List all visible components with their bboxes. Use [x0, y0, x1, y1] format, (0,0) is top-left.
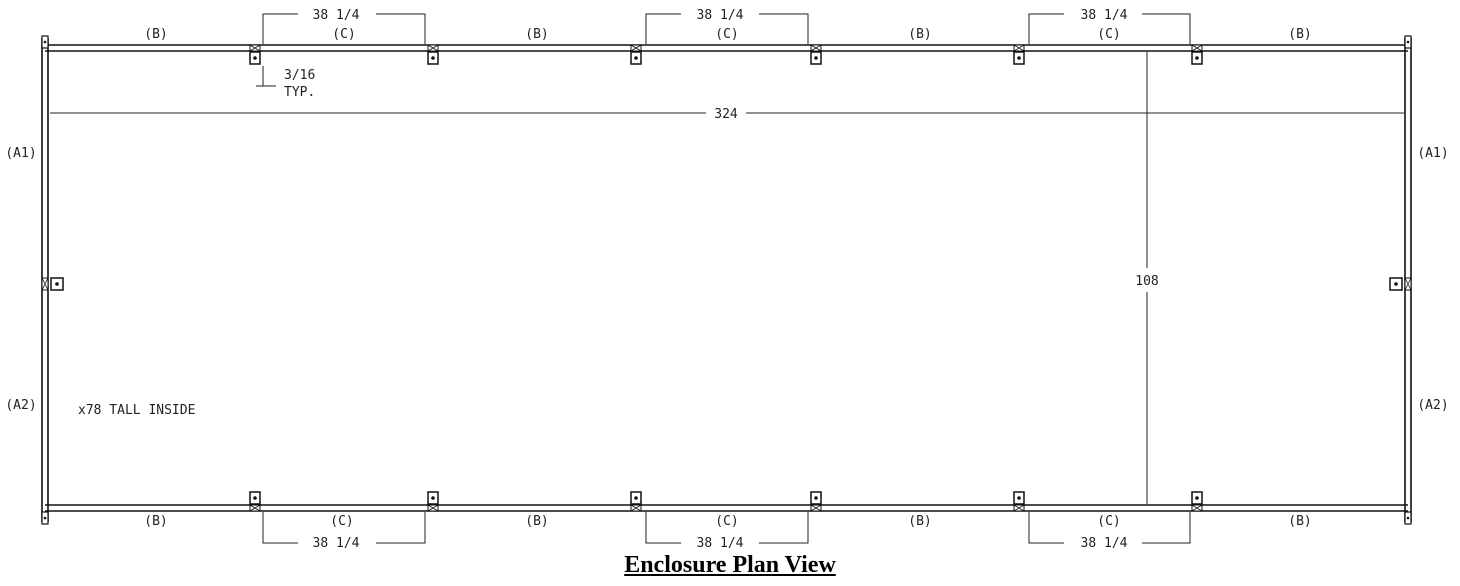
- panel-joint: [427, 504, 439, 512]
- width-dimension: 108: [1135, 52, 1159, 504]
- bracket: [427, 51, 439, 65]
- drawing-title: Enclosure Plan View: [624, 552, 836, 578]
- c-panel-dimensions: 38 1/4 38 1/4 38 1/4 38 1/4 38 1/4 38 1/…: [262, 8, 1191, 551]
- overall-length-dim: 324: [714, 107, 738, 122]
- panel-label-b: (B): [1288, 514, 1311, 529]
- panel-joint: [41, 277, 49, 291]
- bracket: [1013, 51, 1025, 65]
- height-note: x78 TALL INSIDE: [78, 403, 195, 418]
- panel-joint: [630, 44, 642, 52]
- panel-joint: [810, 44, 822, 52]
- c-width-dim-bottom-1: 38 1/4: [313, 536, 360, 551]
- bracket: [1191, 51, 1203, 65]
- panel-joint: [1191, 44, 1203, 52]
- bracket: [810, 491, 822, 505]
- corner-cap: [41, 35, 49, 49]
- panel-label-b: (B): [908, 514, 931, 529]
- thickness-callout: 3/16 TYP.: [256, 66, 315, 100]
- panel-labels-top: (B) (C) (B) (C) (B) (C) (B): [144, 27, 1311, 42]
- c-width-dim-top-1: 38 1/4: [313, 8, 360, 23]
- bracket: [810, 51, 822, 65]
- overall-width-dim: 108: [1135, 274, 1158, 289]
- panel-joint: [810, 504, 822, 512]
- thickness-typ-note: TYP.: [284, 85, 315, 100]
- panel-label-c: (C): [1097, 514, 1120, 529]
- c-width-dim-bottom-3: 38 1/4: [1081, 536, 1128, 551]
- panel-label-a1-left: (A1): [5, 146, 36, 161]
- bracket-group: [41, 35, 1412, 525]
- bracket: [1191, 491, 1203, 505]
- panel-joint: [1013, 504, 1025, 512]
- bracket: [630, 491, 642, 505]
- panel-label-c: (C): [332, 27, 355, 42]
- c-width-dim-bottom-2: 38 1/4: [697, 536, 744, 551]
- panel-joint: [249, 504, 261, 512]
- bracket: [1013, 491, 1025, 505]
- panel-joint: [1404, 277, 1412, 291]
- panel-label-b: (B): [908, 27, 931, 42]
- c-width-dim-top-2: 38 1/4: [697, 8, 744, 23]
- length-dimension: 324: [50, 107, 1404, 122]
- panel-label-b: (B): [525, 27, 548, 42]
- thickness-dim: 3/16: [284, 68, 315, 83]
- panel-joint: [1191, 504, 1203, 512]
- panel-label-b: (B): [144, 27, 167, 42]
- panel-label-a1-right: (A1): [1417, 146, 1448, 161]
- bracket: [630, 51, 642, 65]
- panel-label-b: (B): [525, 514, 548, 529]
- panel-labels-bottom: (B) (C) (B) (C) (B) (C) (B): [144, 514, 1311, 529]
- panel-label-c: (C): [715, 514, 738, 529]
- enclosure-plan-drawing: 38 1/4 38 1/4 38 1/4 38 1/4 38 1/4 38 1/…: [5, 8, 1448, 551]
- bracket: [249, 51, 261, 65]
- panel-label-b: (B): [1288, 27, 1311, 42]
- corner-cap: [1404, 35, 1412, 49]
- bracket: [1389, 277, 1403, 291]
- panel-label-a2-right: (A2): [1417, 398, 1448, 413]
- bracket: [50, 277, 64, 291]
- panel-label-c: (C): [715, 27, 738, 42]
- panel-joint: [427, 44, 439, 52]
- panel-joint: [249, 44, 261, 52]
- c-width-dim-top-3: 38 1/4: [1081, 8, 1128, 23]
- bracket: [427, 491, 439, 505]
- panel-joint: [1013, 44, 1025, 52]
- panel-label-a2-left: (A2): [5, 398, 36, 413]
- corner-cap: [1404, 511, 1412, 525]
- corner-cap: [41, 511, 49, 525]
- bracket: [249, 491, 261, 505]
- side-labels: (A1) (A2) (A1) (A2): [5, 146, 1448, 413]
- panel-label-c: (C): [1097, 27, 1120, 42]
- panel-label-c: (C): [330, 514, 353, 529]
- panel-label-b: (B): [144, 514, 167, 529]
- panel-joint: [630, 504, 642, 512]
